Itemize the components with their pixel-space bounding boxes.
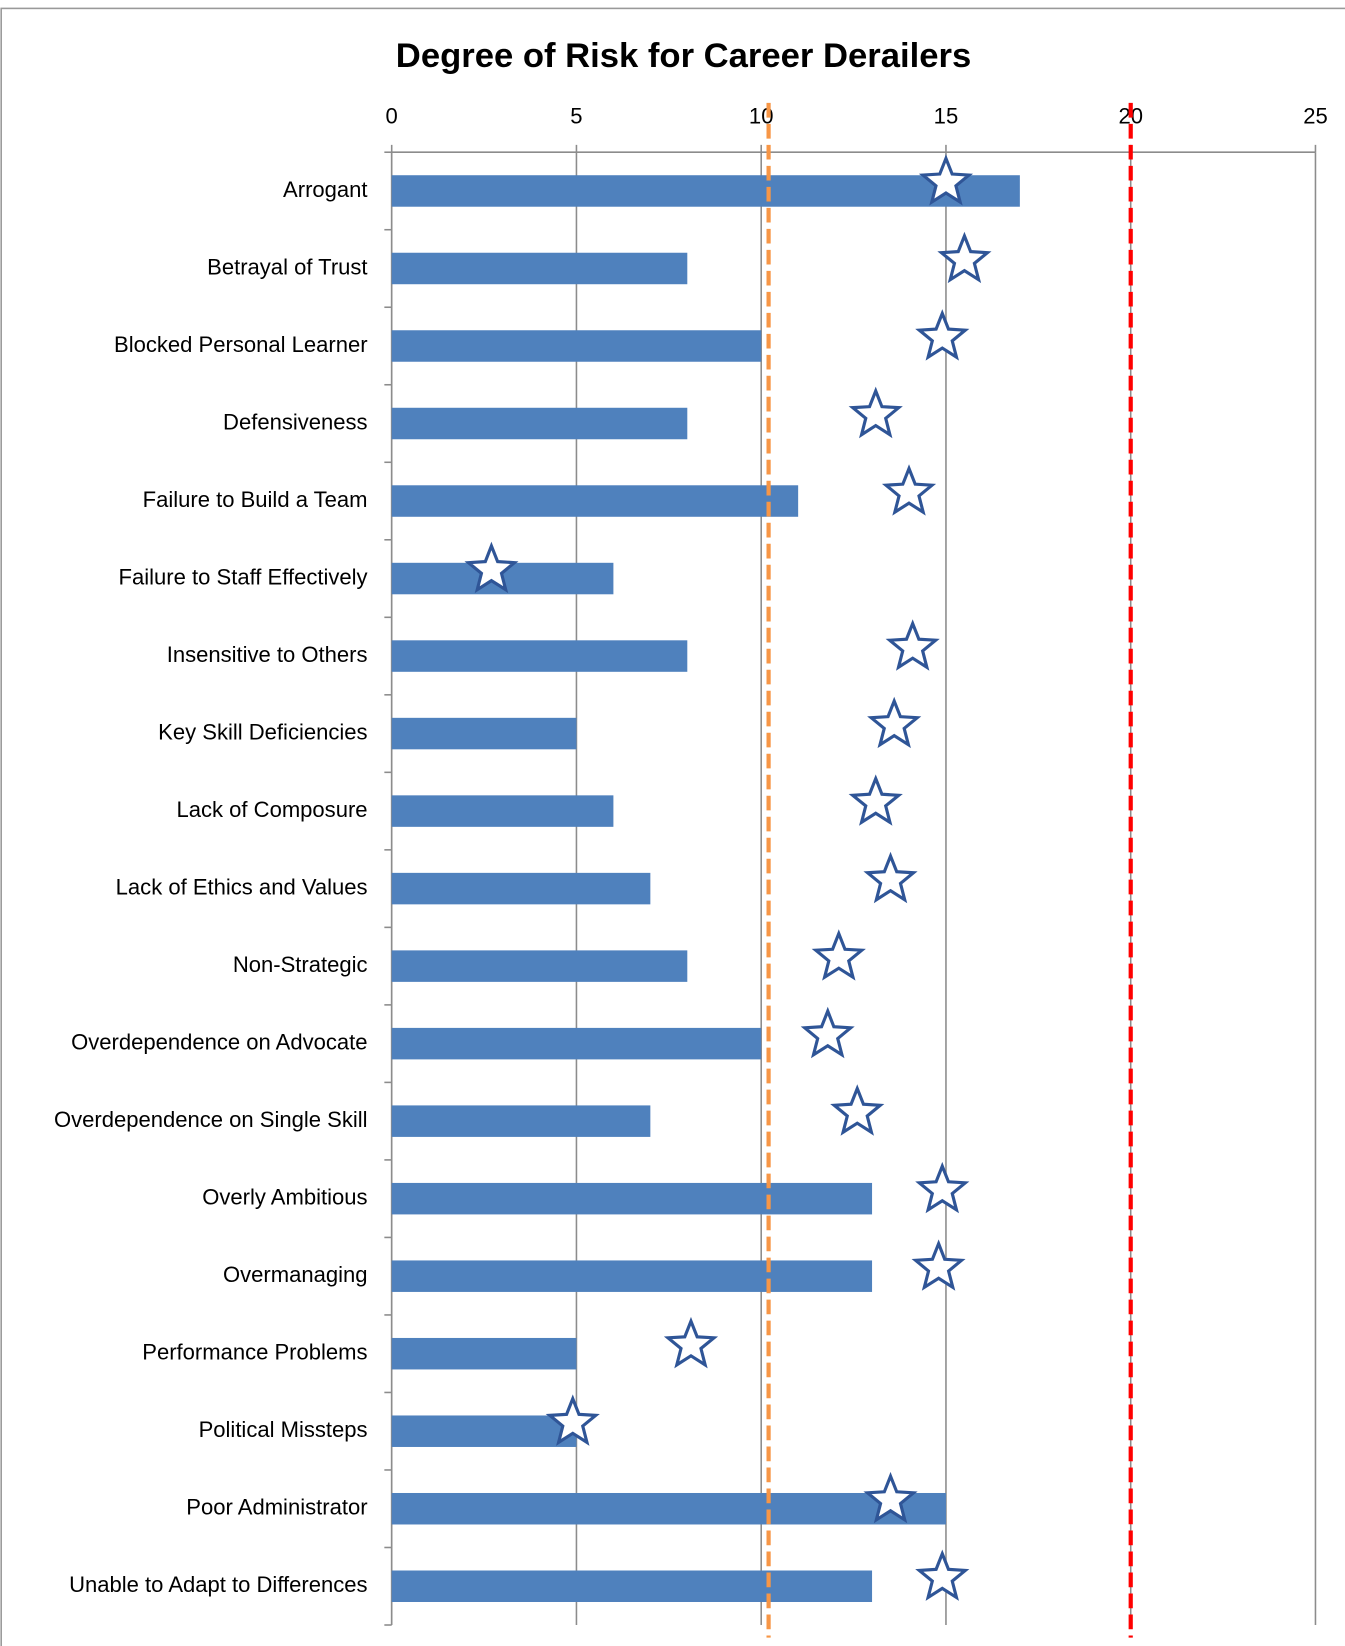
- star-marker: [881, 464, 937, 516]
- bar: [391, 717, 577, 750]
- star-marker: [800, 1006, 855, 1059]
- y-tick-label: Lack of Ethics and Values: [116, 874, 368, 899]
- y-tick-label: Overdependence on Single Skill: [54, 1107, 368, 1132]
- x-tick-label: 0: [386, 103, 398, 128]
- bar: [391, 1570, 873, 1602]
- bar: [391, 1182, 873, 1215]
- y-tick-label: Overly Ambitious: [202, 1184, 367, 1209]
- star-marker: [937, 231, 992, 284]
- chart-title: Degree of Risk for Career Derailers: [396, 37, 971, 75]
- chart-frame: [0, 7, 1345, 1646]
- y-tick-label: Insensitive to Others: [167, 642, 368, 667]
- y-tick-label: Lack of Composure: [177, 797, 368, 822]
- bar: [391, 795, 614, 827]
- star-marker: [911, 1239, 966, 1291]
- bar: [391, 407, 688, 440]
- x-tick-label: 15: [934, 103, 959, 128]
- y-tick-label: Performance Problems: [142, 1340, 367, 1365]
- bar: [391, 1337, 577, 1370]
- y-tick-label: Key Skill Deficiencies: [158, 719, 367, 744]
- y-tick-label: Defensiveness: [223, 409, 368, 434]
- bar: [391, 1415, 577, 1447]
- bar: [391, 872, 651, 905]
- star-marker: [663, 1316, 719, 1369]
- bar: [391, 1105, 651, 1137]
- star-marker: [811, 929, 866, 981]
- y-tick-label: Overmanaging: [223, 1262, 368, 1287]
- star-marker: [918, 154, 974, 206]
- x-tick-label: 5: [570, 103, 582, 128]
- y-tick-label: Poor Administrator: [186, 1495, 367, 1520]
- bar: [391, 485, 799, 517]
- y-tick-label: Blocked Personal Learner: [114, 332, 368, 357]
- y-tick-label: Political Missteps: [199, 1417, 368, 1442]
- y-tick-label: Failure to Staff Effectively: [119, 564, 368, 589]
- star-marker: [863, 1471, 918, 1524]
- star-marker: [915, 309, 970, 361]
- star-marker: [915, 1549, 970, 1601]
- star-marker: [848, 774, 903, 826]
- star-marker: [885, 619, 940, 671]
- bar: [391, 950, 688, 982]
- star-marker: [915, 1161, 970, 1214]
- star-marker: [545, 1394, 600, 1446]
- star-marker: [464, 541, 519, 594]
- x-tick-label: 25: [1303, 103, 1328, 128]
- star-marker: [867, 696, 922, 749]
- star-marker: [863, 851, 918, 904]
- bar: [391, 1492, 946, 1525]
- bar: [391, 1260, 873, 1292]
- y-tick-label: Unable to Adapt to Differences: [69, 1572, 367, 1597]
- star-marker: [830, 1084, 885, 1136]
- y-tick-label: Failure to Build a Team: [143, 487, 368, 512]
- bar: [391, 1027, 762, 1060]
- bar: [391, 252, 688, 285]
- bar: [391, 175, 1020, 207]
- y-tick-label: Overdependence on Advocate: [71, 1029, 367, 1054]
- bar: [391, 330, 762, 362]
- bar: [391, 640, 688, 672]
- y-tick-label: Arrogant: [283, 177, 368, 202]
- y-tick-label: Betrayal of Trust: [207, 254, 367, 279]
- star-marker: [848, 386, 903, 439]
- y-tick-label: Non-Strategic: [233, 952, 368, 977]
